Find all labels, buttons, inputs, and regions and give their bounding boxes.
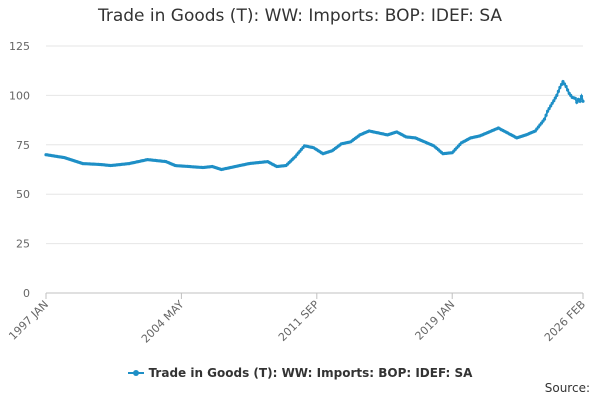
data-point[interactable] — [542, 117, 547, 121]
x-tick-label: 2011 SEP — [276, 298, 322, 344]
grid-layer — [46, 45, 583, 294]
data-point[interactable] — [559, 82, 564, 87]
y-tick-label: 100 — [9, 89, 30, 102]
legend-label: Trade in Goods (T): WW: Imports: BOP: ID… — [148, 366, 473, 380]
data-point[interactable] — [581, 99, 585, 103]
y-tick-label: 0 — [23, 287, 30, 300]
data-point[interactable] — [561, 80, 565, 84]
x-tick-label: 2026 FEB — [542, 298, 588, 344]
legend[interactable]: Trade in Goods (T): WW: Imports: BOP: ID… — [0, 366, 600, 380]
y-tick-label: 25 — [16, 238, 30, 251]
data-point[interactable] — [549, 104, 553, 108]
series-layer — [44, 79, 585, 172]
data-point[interactable] — [579, 94, 584, 98]
data-point[interactable] — [555, 93, 559, 97]
axis-layer: 0 25 50 75 100 125 1997 JAN 2004 MAY 2011 SEP 201… — [6, 40, 588, 346]
y-tick-label: 75 — [16, 139, 30, 152]
data-point[interactable] — [547, 107, 551, 111]
y-tick-label: 125 — [9, 40, 30, 53]
data-point[interactable] — [558, 85, 562, 90]
series-line — [45, 79, 584, 171]
data-point[interactable] — [566, 88, 570, 92]
data-point[interactable] — [562, 82, 567, 86]
data-point[interactable] — [546, 109, 550, 113]
data-point[interactable] — [552, 99, 556, 103]
data-point[interactable] — [550, 101, 554, 105]
data-point[interactable] — [575, 100, 579, 104]
chart-title: Trade in Goods (T): WW: Imports: BOP: ID… — [97, 6, 503, 26]
y-tick-label: 50 — [16, 188, 30, 201]
x-tick-label: 2004 MAY — [139, 298, 187, 346]
source-note: Source: — [544, 381, 590, 395]
data-point[interactable] — [544, 113, 548, 117]
data-point[interactable] — [553, 96, 557, 100]
x-tick-label: 2019 JAN — [413, 298, 458, 343]
data-point[interactable] — [573, 96, 577, 100]
data-point[interactable] — [578, 99, 582, 103]
legend-swatch — [127, 369, 144, 376]
data-point[interactable] — [556, 89, 561, 93]
data-point[interactable] — [564, 84, 568, 89]
x-tick-label: 1997 JAN — [6, 298, 51, 343]
